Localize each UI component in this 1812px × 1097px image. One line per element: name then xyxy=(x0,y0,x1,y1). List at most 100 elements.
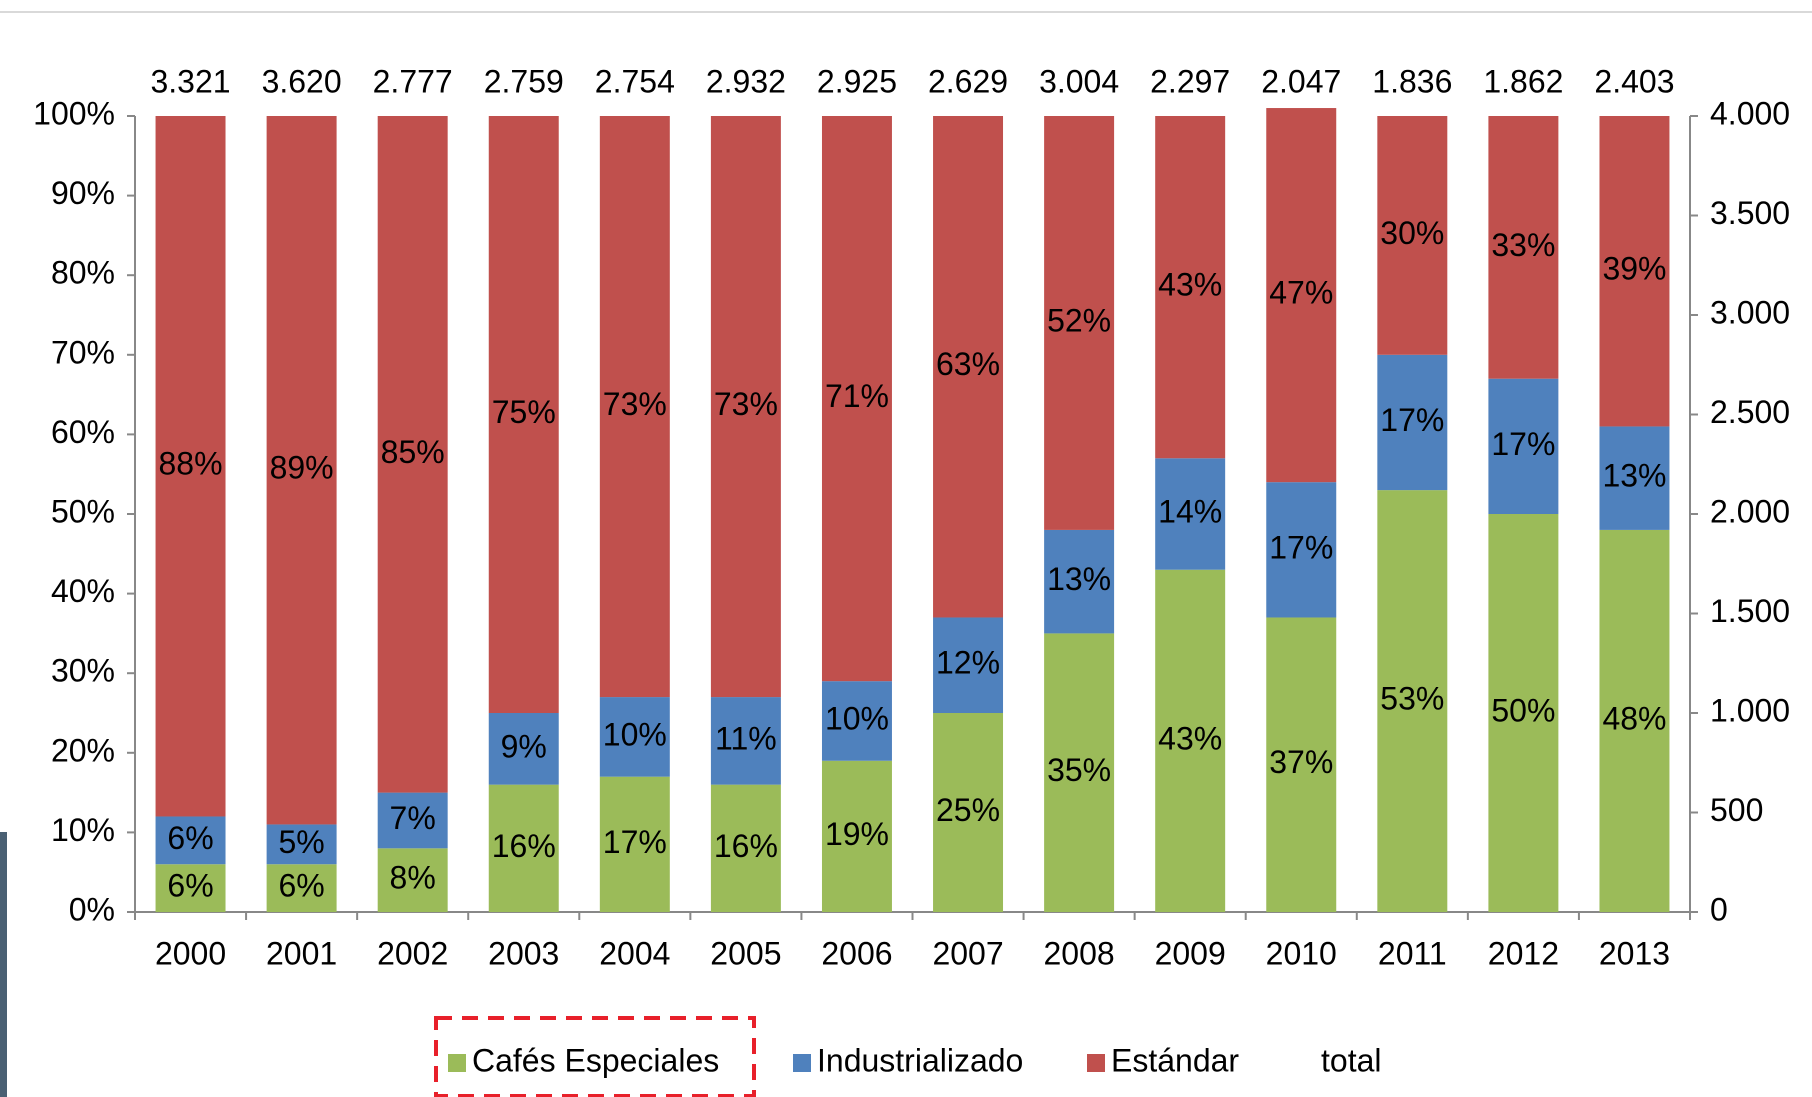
bar-segment xyxy=(1266,617,1337,912)
y-tick-label: 100% xyxy=(33,95,115,131)
y2-tick-label: 2.000 xyxy=(1710,493,1790,529)
bar-segment xyxy=(821,116,892,682)
legend-label: Estándar xyxy=(1111,1042,1239,1078)
value-label: 73% xyxy=(714,386,778,422)
bar-segment xyxy=(599,697,670,777)
bar-segment xyxy=(1377,490,1448,912)
value-label: 19% xyxy=(825,816,889,852)
y-tick-label: 80% xyxy=(51,255,115,291)
value-label: 39% xyxy=(1602,251,1666,287)
value-label: 33% xyxy=(1491,227,1555,263)
total-label: 3.321 xyxy=(150,63,230,99)
y-tick-label: 20% xyxy=(51,732,115,768)
y-tick-label: 50% xyxy=(51,493,115,529)
x-tick-label: 2005 xyxy=(710,935,781,971)
value-label: 12% xyxy=(936,645,1000,681)
bar-segment xyxy=(155,864,226,912)
value-label: 52% xyxy=(1047,302,1111,338)
value-label: 37% xyxy=(1269,744,1333,780)
bar-segment xyxy=(1266,108,1337,483)
y2-tick-label: 2.500 xyxy=(1710,394,1790,430)
value-label: 48% xyxy=(1602,700,1666,736)
bar-segment xyxy=(377,792,448,849)
x-tick-label: 2000 xyxy=(155,935,226,971)
y2-tick-label: 500 xyxy=(1710,792,1763,828)
value-label: 25% xyxy=(936,792,1000,828)
value-label: 35% xyxy=(1047,752,1111,788)
x-tick-label: 2004 xyxy=(599,935,670,971)
bar-segment xyxy=(1155,569,1226,912)
legend-label: Cafés Especiales xyxy=(472,1042,719,1078)
x-tick-label: 2001 xyxy=(266,935,337,971)
total-label: 3.620 xyxy=(262,63,342,99)
x-tick-label: 2012 xyxy=(1488,935,1559,971)
bar-segment xyxy=(821,681,892,761)
bar-segment xyxy=(266,864,337,912)
y2-tick-label: 4.000 xyxy=(1710,95,1790,131)
total-label: 1.862 xyxy=(1483,63,1563,99)
y-tick-label: 70% xyxy=(51,334,115,370)
value-label: 85% xyxy=(381,434,445,470)
value-label: 17% xyxy=(1380,402,1444,438)
value-label: 43% xyxy=(1158,720,1222,756)
value-label: 43% xyxy=(1158,267,1222,303)
value-label: 8% xyxy=(390,860,436,896)
legend-swatch xyxy=(448,1054,466,1072)
bar-segment xyxy=(933,713,1004,912)
y2-tick-label: 0 xyxy=(1710,891,1728,927)
value-label: 7% xyxy=(390,800,436,836)
value-label: 6% xyxy=(167,820,213,856)
x-tick-label: 2011 xyxy=(1378,935,1447,971)
total-label: 3.004 xyxy=(1039,63,1119,99)
value-label: 63% xyxy=(936,346,1000,382)
value-label: 6% xyxy=(167,868,213,904)
value-label: 88% xyxy=(159,446,223,482)
value-label: 47% xyxy=(1269,275,1333,311)
bar-segment xyxy=(1377,354,1448,491)
legend-highlight xyxy=(434,1016,756,1097)
y2-tick-label: 1.000 xyxy=(1710,692,1790,728)
y-tick-label: 90% xyxy=(51,175,115,211)
bar-segment xyxy=(488,116,559,713)
bar-segment xyxy=(1599,529,1670,912)
total-label: 2.754 xyxy=(595,63,675,99)
value-label: 50% xyxy=(1491,692,1555,728)
x-tick-label: 2002 xyxy=(377,935,448,971)
bar-segment xyxy=(1488,514,1559,912)
value-label: 71% xyxy=(825,378,889,414)
total-label: 2.403 xyxy=(1594,63,1674,99)
bar-segment xyxy=(377,848,448,912)
legend-label: total xyxy=(1321,1042,1381,1078)
bar-segment xyxy=(155,116,226,817)
x-tick-label: 2010 xyxy=(1266,935,1337,971)
value-label: 5% xyxy=(278,824,324,860)
total-label: 2.759 xyxy=(484,63,564,99)
bar-segment xyxy=(377,116,448,793)
bar-segment xyxy=(1599,116,1670,427)
value-label: 14% xyxy=(1158,493,1222,529)
y2-tick-label: 3.000 xyxy=(1710,294,1790,330)
value-label: 16% xyxy=(492,828,556,864)
value-label: 75% xyxy=(492,394,556,430)
value-label: 13% xyxy=(1602,458,1666,494)
value-label: 9% xyxy=(501,728,547,764)
bar-segment xyxy=(1488,116,1559,379)
total-label: 1.836 xyxy=(1372,63,1452,99)
x-tick-label: 2006 xyxy=(821,935,892,971)
bar-segment xyxy=(1155,116,1226,459)
value-label: 17% xyxy=(1269,529,1333,565)
total-label: 2.932 xyxy=(706,63,786,99)
value-label: 53% xyxy=(1380,681,1444,717)
bar-segment xyxy=(488,784,559,912)
x-tick-label: 2009 xyxy=(1155,935,1226,971)
legend-swatch xyxy=(1087,1054,1105,1072)
x-tick-label: 2013 xyxy=(1599,935,1670,971)
total-label: 2.297 xyxy=(1150,63,1230,99)
bar-segment xyxy=(599,776,670,912)
legend-label: Industrializado xyxy=(817,1042,1023,1078)
bar-segment xyxy=(1599,426,1670,530)
bar-segment xyxy=(1044,529,1115,634)
legend-swatch xyxy=(793,1054,811,1072)
value-label: 17% xyxy=(1491,426,1555,462)
y-tick-label: 60% xyxy=(51,414,115,450)
